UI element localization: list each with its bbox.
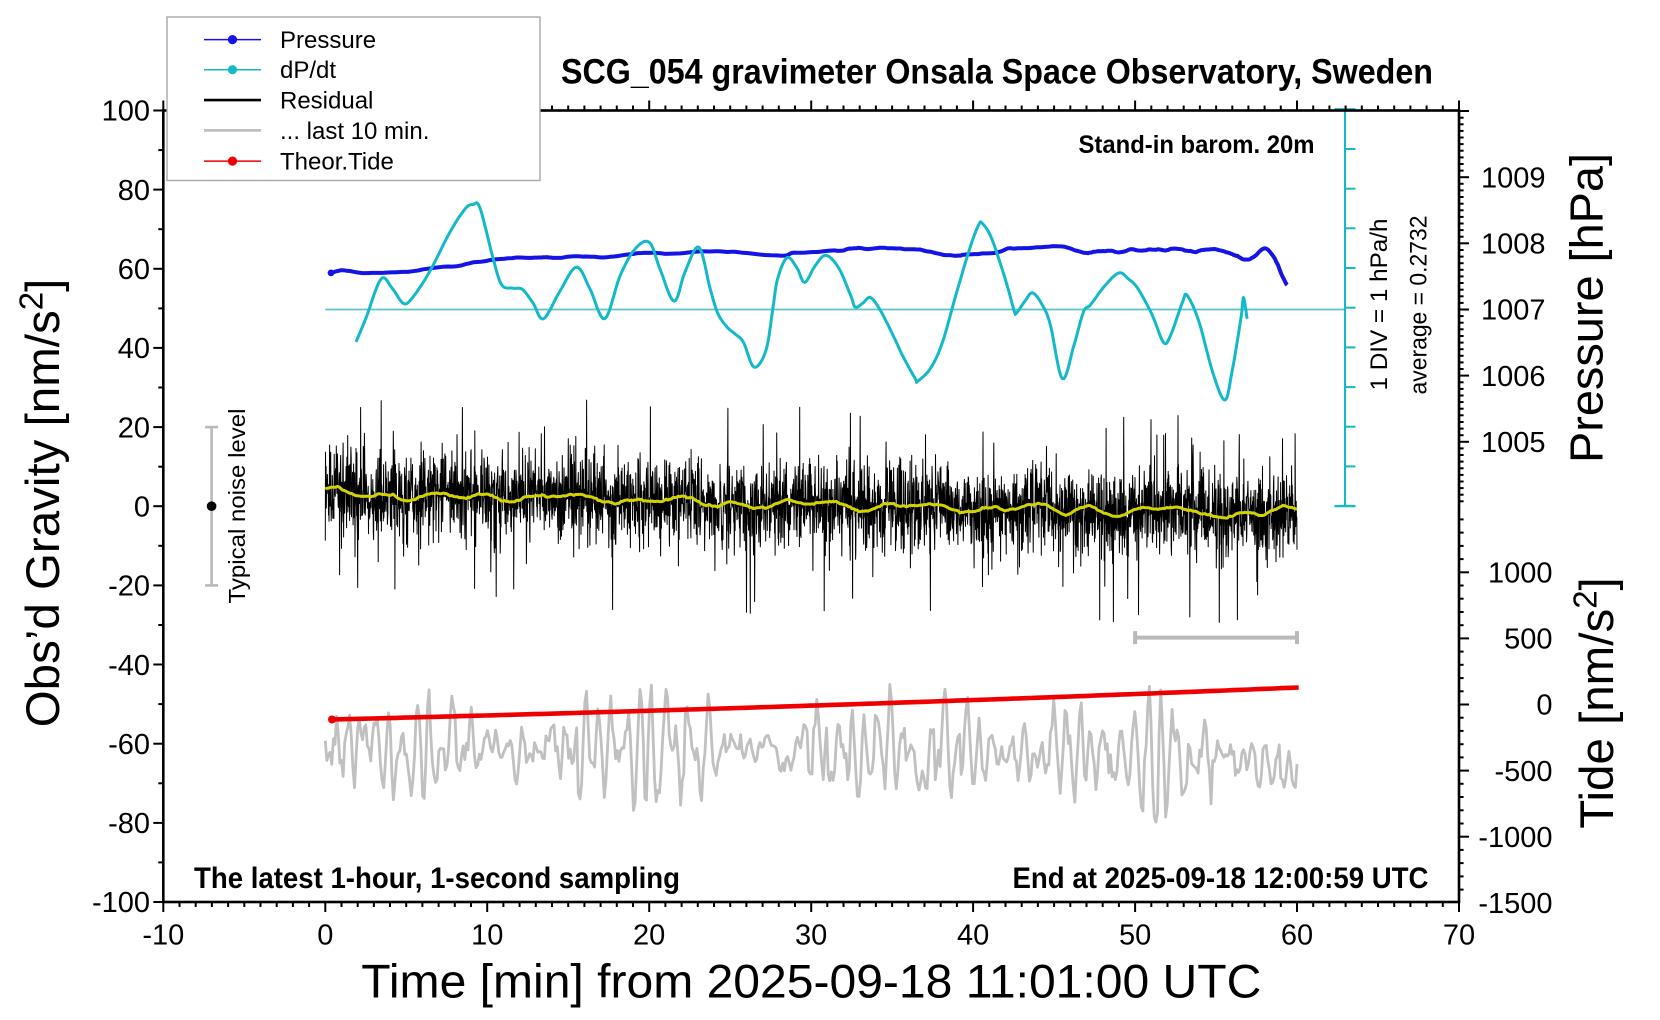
svg-text:SCG_054 gravimeter Onsala Spac: SCG_054 gravimeter Onsala Space Observat…: [561, 53, 1433, 92]
svg-text:0: 0: [134, 491, 150, 523]
svg-text:Residual: Residual: [280, 88, 373, 115]
svg-text:40: 40: [118, 333, 150, 365]
svg-text:500: 500: [1504, 624, 1552, 656]
svg-text:-80: -80: [108, 808, 150, 840]
svg-text:1008: 1008: [1481, 229, 1546, 261]
svg-text:average = 0.2732: average = 0.2732: [1406, 216, 1433, 395]
svg-text:-1000: -1000: [1478, 822, 1552, 854]
svg-text:-1500: -1500: [1478, 888, 1552, 920]
svg-text:-100: -100: [92, 887, 150, 919]
svg-text:Theor.Tide: Theor.Tide: [280, 149, 394, 176]
svg-text:Obs’d Gravity [nm/s2]: Obs’d Gravity [nm/s2]: [13, 279, 71, 728]
svg-text:Tide [nm/s2]: Tide [nm/s2]: [1567, 577, 1625, 829]
svg-text:1005: 1005: [1481, 427, 1546, 459]
svg-text:40: 40: [957, 920, 989, 952]
svg-text:1009: 1009: [1481, 162, 1546, 194]
svg-text:-60: -60: [108, 729, 150, 761]
svg-text:Typical noise level: Typical noise level: [224, 409, 250, 604]
svg-text:-500: -500: [1494, 756, 1552, 788]
svg-text:0: 0: [1536, 690, 1552, 722]
svg-text:1 DIV = 1 hPa/h: 1 DIV = 1 hPa/h: [1366, 219, 1393, 391]
svg-text:The latest 1-hour, 1-second sa: The latest 1-hour, 1-second sampling: [194, 862, 680, 895]
svg-text:Pressure [hPa]: Pressure [hPa]: [1561, 153, 1613, 463]
svg-text:20: 20: [633, 920, 665, 952]
svg-text:70: 70: [1443, 920, 1475, 952]
svg-text:50: 50: [1119, 920, 1151, 952]
svg-text:Stand-in barom. 20m: Stand-in barom. 20m: [1079, 131, 1315, 159]
svg-text:30: 30: [795, 920, 827, 952]
svg-text:End at 2025-09-18 12:00:59 UTC: End at 2025-09-18 12:00:59 UTC: [1013, 862, 1429, 895]
svg-text:1007: 1007: [1481, 295, 1546, 327]
svg-text:Pressure: Pressure: [280, 27, 376, 54]
svg-text:60: 60: [1281, 920, 1313, 952]
svg-text:20: 20: [118, 412, 150, 444]
svg-text:100: 100: [102, 96, 150, 128]
svg-text:60: 60: [118, 254, 150, 286]
svg-text:Time [min] from 2025-09-18 11:: Time [min] from 2025-09-18 11:01:00 UTC: [361, 955, 1261, 1008]
svg-text:-20: -20: [108, 571, 150, 603]
svg-text:80: 80: [118, 175, 150, 207]
svg-text:1006: 1006: [1481, 361, 1546, 393]
svg-text:10: 10: [471, 920, 503, 952]
svg-text:0: 0: [317, 920, 333, 952]
svg-text:... last 10 min.: ... last 10 min.: [280, 118, 429, 145]
svg-text:dP/dt: dP/dt: [280, 57, 336, 84]
svg-text:-40: -40: [108, 650, 150, 682]
svg-text:-10: -10: [142, 920, 184, 952]
svg-text:1000: 1000: [1488, 558, 1553, 590]
